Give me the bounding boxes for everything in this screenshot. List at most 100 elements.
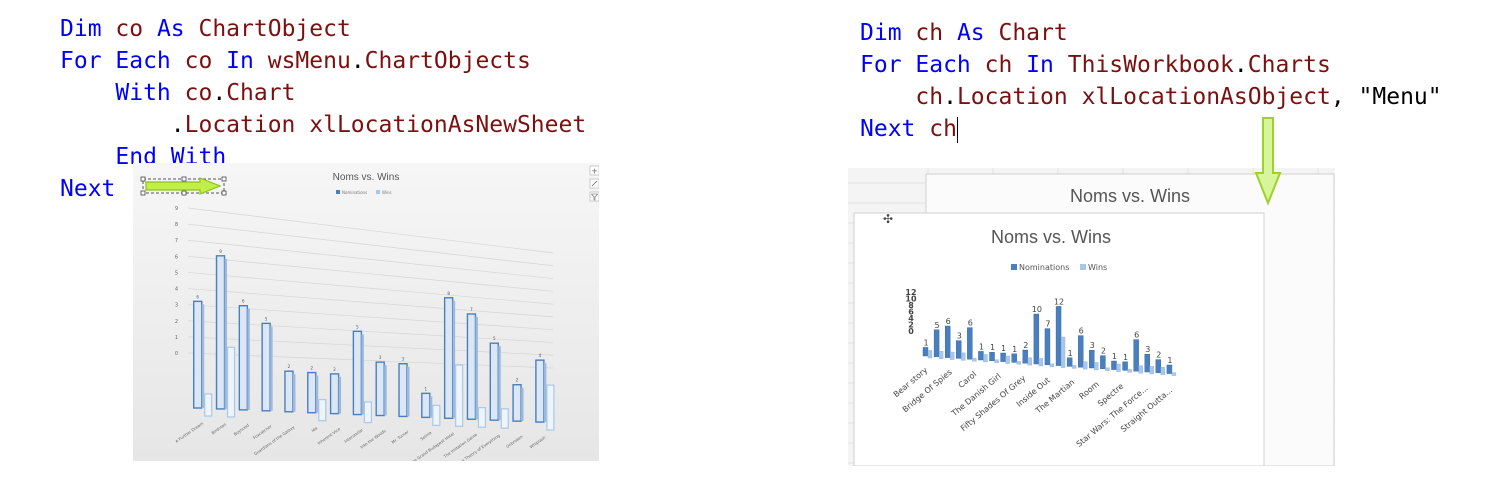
- code-token: Location: [956, 84, 1082, 110]
- data-label: 10: [1032, 305, 1042, 314]
- y-tick-label: 7: [175, 238, 178, 244]
- code-token: With: [60, 80, 185, 106]
- y-tick-label: 9: [175, 206, 178, 212]
- selected-arrow-shape[interactable]: [140, 176, 230, 198]
- nominations-bar: [944, 325, 951, 358]
- left-chart-bars: 6 9 6 5 2 2 2 5 3 3 1 8 7 5 2 4: [193, 249, 555, 431]
- gridline: [187, 255, 554, 292]
- left-code-block[interactable]: Dim co As ChartObject For Each co In wsMe…: [60, 13, 586, 205]
- y-tick-label: 12: [905, 288, 916, 297]
- left-chart-side-buttons[interactable]: +: [589, 165, 599, 202]
- nominations-bar: [1000, 352, 1006, 362]
- nominations-bar: [989, 351, 995, 361]
- wins-bar: [983, 354, 988, 363]
- code-line[interactable]: .Location xlLocationAsNewSheet: [60, 109, 586, 141]
- nominations-bar: [375, 361, 385, 417]
- nominations-data-label: 2: [310, 366, 313, 371]
- front-chart-title: Noms vs. Wins: [991, 227, 1111, 247]
- brush-icon: [591, 180, 598, 187]
- data-label: 1: [1112, 352, 1117, 361]
- x-tick-label: Whiplash: [529, 435, 547, 450]
- y-tick-label: 0: [175, 351, 178, 357]
- legend-wins-swatch: [376, 190, 380, 194]
- nominations-data-label: 2: [288, 364, 291, 369]
- nominations-bar-side: [224, 258, 228, 409]
- code-token: co: [184, 80, 213, 106]
- code-line[interactable]: Dim ch As Chart: [860, 17, 1442, 49]
- legend-nominations-swatch: [336, 190, 340, 194]
- nominations-data-label: 7: [470, 307, 473, 312]
- nominations-data-label: 3: [402, 357, 405, 362]
- y-tick-label: 8: [908, 301, 914, 310]
- nominations-bar-side: [543, 363, 547, 423]
- code-token: .: [60, 112, 185, 138]
- excel-sheet-area[interactable]: Noms vs. Wins ✣ Noms vs. Wins Nomination…: [848, 168, 1335, 466]
- nominations-bar: [1055, 306, 1062, 366]
- code-token: ChartObjects: [364, 48, 531, 74]
- left-chart-title: Noms vs. Wins: [333, 172, 400, 183]
- nominations-bar-side: [270, 326, 273, 411]
- code-token: Chart: [226, 80, 296, 106]
- x-tick-label: Guardians of the Galaxy: [253, 424, 296, 456]
- code-token: ch: [915, 20, 957, 46]
- y-tick-label: 2: [908, 321, 914, 330]
- nominations-bar: [1089, 349, 1095, 369]
- nominations-bar: [1078, 335, 1084, 368]
- data-label: 3: [957, 332, 962, 341]
- right-code-block[interactable]: Dim ch As Chart For Each ch In ThisWorkbo…: [860, 17, 1442, 145]
- nominations-bar: [1144, 353, 1150, 373]
- selection-handle-group: [140, 176, 227, 196]
- wins-bar: [1160, 367, 1165, 375]
- y-tick-label: 2: [175, 319, 178, 325]
- left-chart-legend: Nominations Wins: [336, 190, 392, 195]
- nominations-data-label: 6: [242, 299, 245, 304]
- code-token: ch: [984, 52, 1027, 78]
- nominations-bar: [1033, 313, 1040, 365]
- gridline: [187, 223, 554, 267]
- filter-icon: [590, 193, 599, 201]
- legend-nominations-swatch: [1011, 264, 1017, 270]
- y-tick-label: 1: [175, 335, 178, 341]
- nominations-bar-side: [292, 374, 296, 412]
- code-token: In: [226, 48, 268, 74]
- nominations-bar-side: [201, 304, 205, 408]
- back-chart-title: Noms vs. Wins: [1070, 186, 1190, 206]
- code-line[interactable]: With co.Chart: [60, 77, 586, 109]
- y-tick-label: 8: [175, 222, 178, 228]
- nominations-bar: [352, 330, 363, 416]
- code-line[interactable]: Next: [60, 173, 586, 205]
- code-token: xlLocationAsObject: [1081, 84, 1331, 110]
- code-token: co: [184, 48, 227, 74]
- y-tick-label: 3: [175, 303, 178, 309]
- nominations-bar: [1066, 357, 1073, 367]
- green-right-arrow-icon: [145, 177, 222, 195]
- code-line[interactable]: For Each co In wsMenu.ChartObjects: [60, 45, 586, 77]
- code-token: co: [115, 16, 157, 42]
- nominations-bar: [535, 359, 545, 423]
- code-token: .: [1233, 52, 1248, 78]
- x-tick-label: A Further Dream: [174, 421, 204, 444]
- data-label: 3: [1090, 341, 1095, 350]
- nominations-bar: [1011, 353, 1017, 363]
- x-tick-label: Foxcatcher: [252, 423, 273, 440]
- nominations-bar: [1100, 355, 1106, 370]
- wins-bar: [546, 384, 555, 431]
- y-tick-label: 0: [908, 327, 914, 336]
- code-token: Next: [860, 116, 930, 142]
- nominations-bar-side: [521, 387, 524, 422]
- code-line[interactable]: Next ch: [860, 113, 1442, 145]
- code-line[interactable]: For Each ch In ThisWorkbook.Charts: [860, 49, 1442, 81]
- wins-bar: [927, 350, 933, 359]
- x-tick-label: Unbroken: [505, 434, 524, 449]
- x-tick-label: Selma: [419, 430, 433, 442]
- code-token: Location: [184, 112, 310, 138]
- code-line[interactable]: ch.Location xlLocationAsObject, "Menu": [860, 81, 1441, 113]
- code-line[interactable]: Dim co As ChartObject: [60, 13, 586, 45]
- left-chart-svg: Noms vs. Wins Nominations Wins + 0123456…: [174, 165, 599, 461]
- x-tick-label: Mr. Turner: [390, 429, 409, 445]
- text-caret: [956, 116, 958, 143]
- nominations-data-label: 5: [493, 336, 496, 341]
